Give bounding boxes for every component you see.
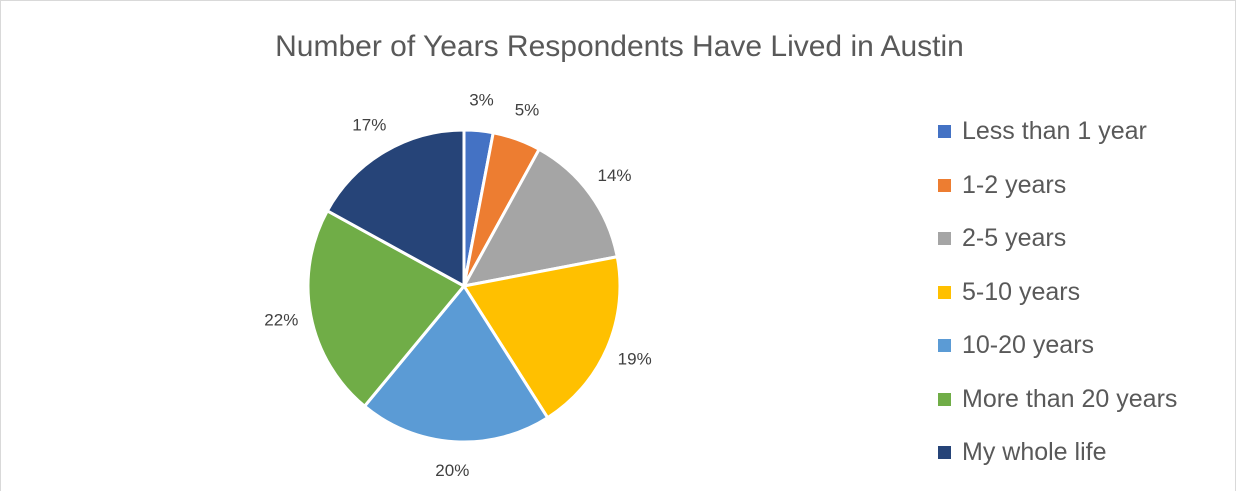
legend-item-0: Less than 1 year [938,105,1177,159]
legend-swatch-6 [938,446,951,460]
legend-label-5: More than 20 years [962,384,1178,413]
legend-item-5: More than 20 years [938,373,1177,427]
legend-item-4: 10-20 years [938,319,1177,373]
pie-slice-5 [306,209,466,408]
legend-label-4: 10-20 years [962,331,1095,360]
legend-label-0: Less than 1 year [962,117,1147,146]
legend-item-3: 5-10 years [938,266,1177,320]
legend: Less than 1 year 1-2 years 2-5 years 5-10 y… [938,105,1177,480]
slice-data-label-4: 20% [435,461,469,480]
pie-slice-3 [462,255,622,420]
legend-swatch-2 [938,232,951,246]
legend-swatch-1 [938,178,951,192]
legend-swatch-3 [938,285,951,299]
legend-swatch-4 [938,339,951,353]
slice-data-label-6: 17% [352,115,386,134]
legend-swatch-0 [938,125,951,139]
legend-swatch-5 [938,392,951,406]
chart-title: Number of Years Respondents Have Lived i… [275,30,964,63]
slice-data-label-3: 19% [618,349,652,368]
slice-data-label-1: 5% [515,100,540,119]
legend-item-1: 1-2 years [938,159,1177,213]
legend-label-6: My whole life [962,438,1107,467]
slice-data-label-5: 22% [264,310,298,329]
legend-label-1: 1-2 years [962,170,1067,199]
slice-data-label-2: 14% [597,166,631,185]
legend-label-2: 2-5 years [962,224,1067,253]
pie-slice-4 [363,284,550,444]
slice-data-label-0: 3% [469,90,494,109]
legend-label-3: 5-10 years [962,277,1081,306]
legend-item-6: My whole life [938,426,1177,480]
pie-slice-6 [325,128,466,288]
pie-slice-2 [462,147,619,288]
legend-item-2: 2-5 years [938,212,1177,266]
